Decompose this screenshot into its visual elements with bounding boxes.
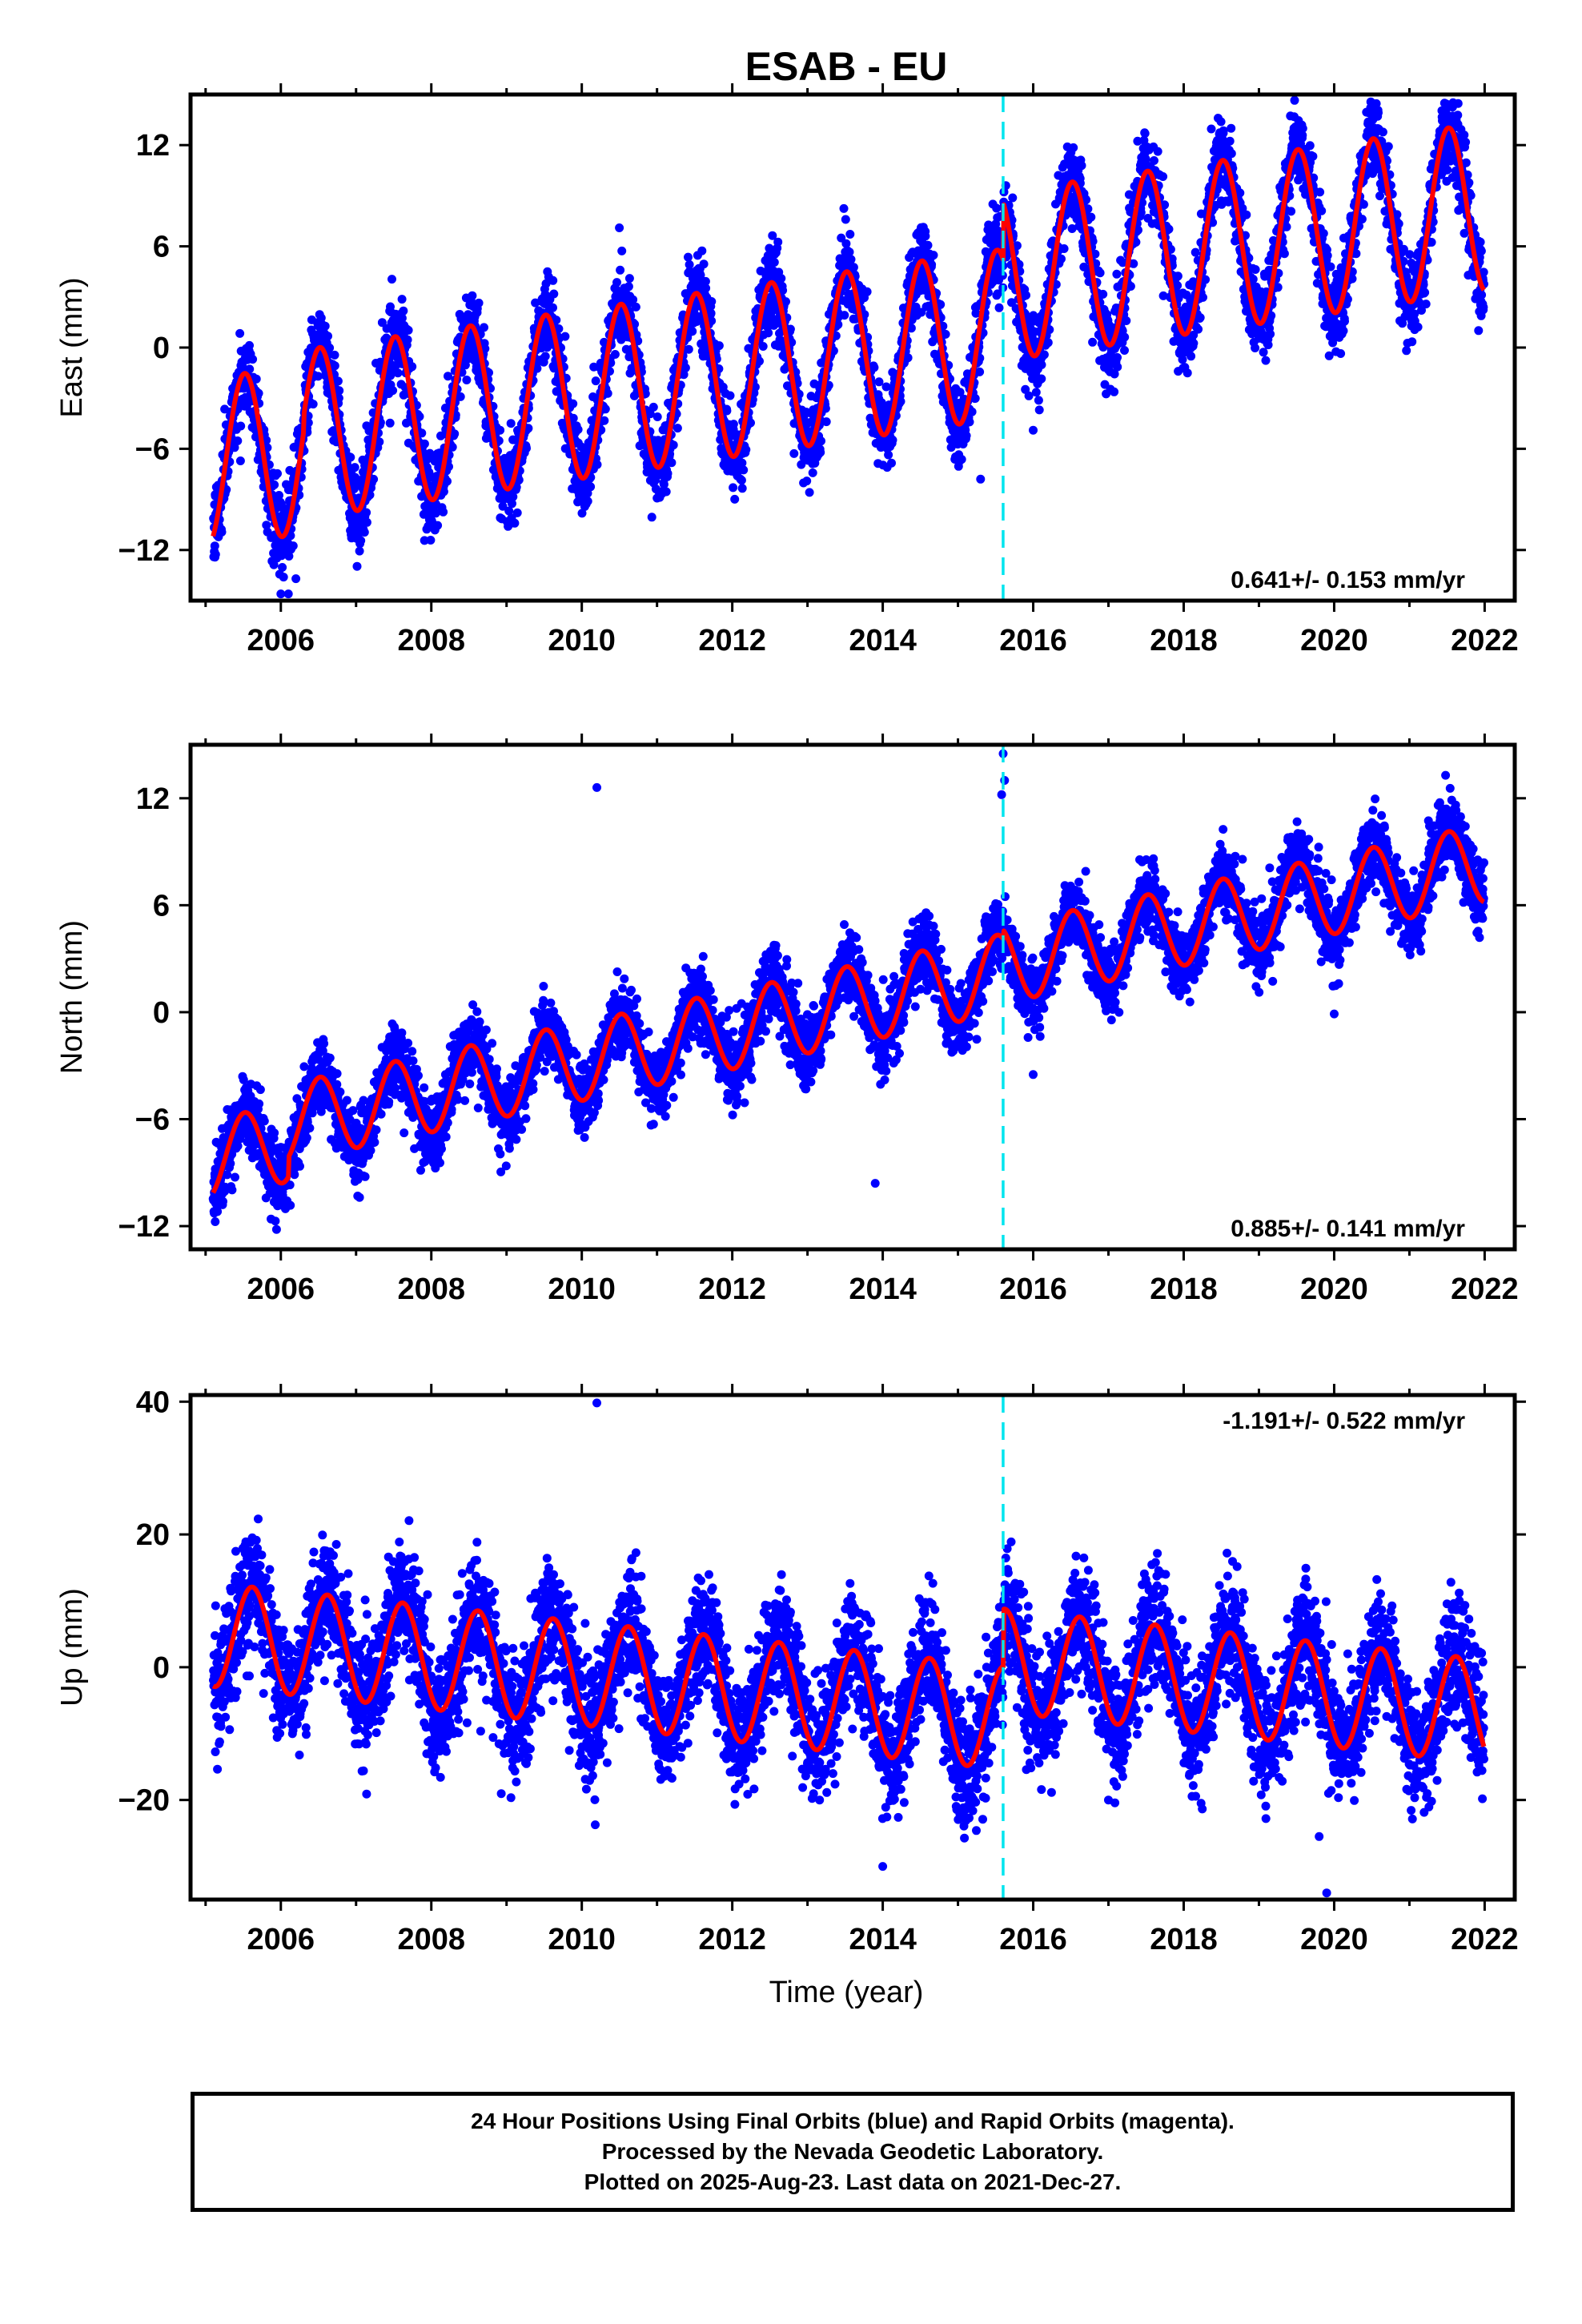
y-tick-label-up: 40	[136, 1385, 170, 1419]
x-tick-label-up: 2010	[548, 1923, 616, 1956]
x-tick-label-north: 2022	[1451, 1273, 1519, 1306]
x-tick-label-east: 2018	[1150, 624, 1218, 657]
x-tick-label-east: 2022	[1451, 624, 1519, 657]
rate-label-up: -1.191+/- 0.522 mm/yr	[1223, 1408, 1465, 1434]
model-curve-up	[211, 1584, 1487, 1768]
caption-line-1: 24 Hour Positions Using Final Orbits (bl…	[471, 2109, 1235, 2133]
plot-frame-north	[188, 742, 1517, 1252]
x-tick-label-north: 2018	[1150, 1273, 1218, 1306]
x-tick-label-north: 2016	[999, 1273, 1067, 1306]
x-tick-label-up: 2014	[849, 1923, 917, 1956]
x-tick-label-east: 2014	[849, 624, 917, 657]
y-tick-label-north: −6	[135, 1103, 170, 1136]
x-tick-label-up: 2008	[397, 1923, 465, 1956]
panel-north: 2006 2008 2010 2012 2014 2016 2018 2020 2022 −12 −…	[55, 734, 1526, 1306]
figure-title: ESAB - EU	[745, 44, 948, 89]
y-tick-label-east: 0	[153, 332, 170, 365]
caption-line-3: Plotted on 2025-Aug-23. Last data on 202…	[584, 2169, 1122, 2194]
x-tick-label-north: 2010	[548, 1273, 616, 1306]
x-tick-label-north: 2020	[1300, 1273, 1368, 1306]
rate-label-north: 0.885+/- 0.141 mm/yr	[1231, 1216, 1465, 1242]
x-tick-label-north: 2008	[397, 1273, 465, 1306]
y-tick-label-east: −6	[135, 432, 170, 466]
x-tick-label-east: 2020	[1300, 624, 1368, 657]
model-curve-east	[211, 125, 1486, 540]
y-axis-title-east: East (mm)	[55, 277, 89, 417]
x-tick-label-up: 2012	[698, 1923, 766, 1956]
x-tick-label-up: 2018	[1150, 1923, 1218, 1956]
x-tick-label-up: 2016	[999, 1923, 1067, 1956]
y-tick-label-up: 20	[136, 1518, 170, 1552]
caption-line-2: Processed by the Nevada Geodetic Laborat…	[601, 2139, 1104, 2164]
y-tick-label-north: −12	[118, 1210, 170, 1244]
y-tick-label-north: 0	[153, 996, 170, 1030]
caption-box: 24 Hour Positions Using Final Orbits (bl…	[191, 2092, 1515, 2212]
x-tick-label-north: 2014	[849, 1273, 917, 1306]
x-tick-label-north: 2006	[247, 1273, 315, 1306]
y-axis-title-north: North (mm)	[55, 920, 89, 1074]
panel-up: 2006 2008 2010 2012 2014 2016 2018 2020 2022 −20 0…	[55, 1384, 1526, 1956]
x-tick-label-east: 2012	[698, 624, 766, 657]
x-tick-label-up: 2020	[1300, 1923, 1368, 1956]
x-tick-label-east: 2008	[397, 624, 465, 657]
scatter-points-up	[209, 1398, 1488, 1898]
x-tick-label-up: 2022	[1451, 1923, 1519, 1956]
x-axis-title: Time (year)	[769, 1976, 924, 2009]
panel-east: 2006 2008 2010 2012 2014 2016 2018 2020 2022 −12 −…	[55, 83, 1526, 657]
y-tick-label-up: −20	[118, 1784, 170, 1818]
x-tick-label-north: 2012	[698, 1273, 766, 1306]
scatter-points-east	[209, 95, 1489, 599]
x-tick-label-east: 2006	[247, 624, 315, 657]
x-tick-label-east: 2010	[548, 624, 616, 657]
y-tick-label-north: 6	[153, 889, 170, 923]
x-tick-label-east: 2016	[999, 624, 1067, 657]
model-curve-north	[211, 829, 1486, 1194]
y-tick-label-up: 0	[153, 1651, 170, 1685]
y-tick-label-east: 6	[153, 231, 170, 264]
plot-frame-up	[188, 1393, 1517, 1902]
y-tick-label-east: −12	[118, 534, 170, 568]
rate-label-east: 0.641+/- 0.153 mm/yr	[1231, 567, 1465, 593]
x-tick-label-up: 2006	[247, 1923, 315, 1956]
y-tick-label-east: 12	[136, 129, 170, 163]
y-axis-title-up: Up (mm)	[55, 1588, 89, 1707]
scatter-points-north	[208, 749, 1489, 1234]
y-tick-label-north: 12	[136, 782, 170, 816]
